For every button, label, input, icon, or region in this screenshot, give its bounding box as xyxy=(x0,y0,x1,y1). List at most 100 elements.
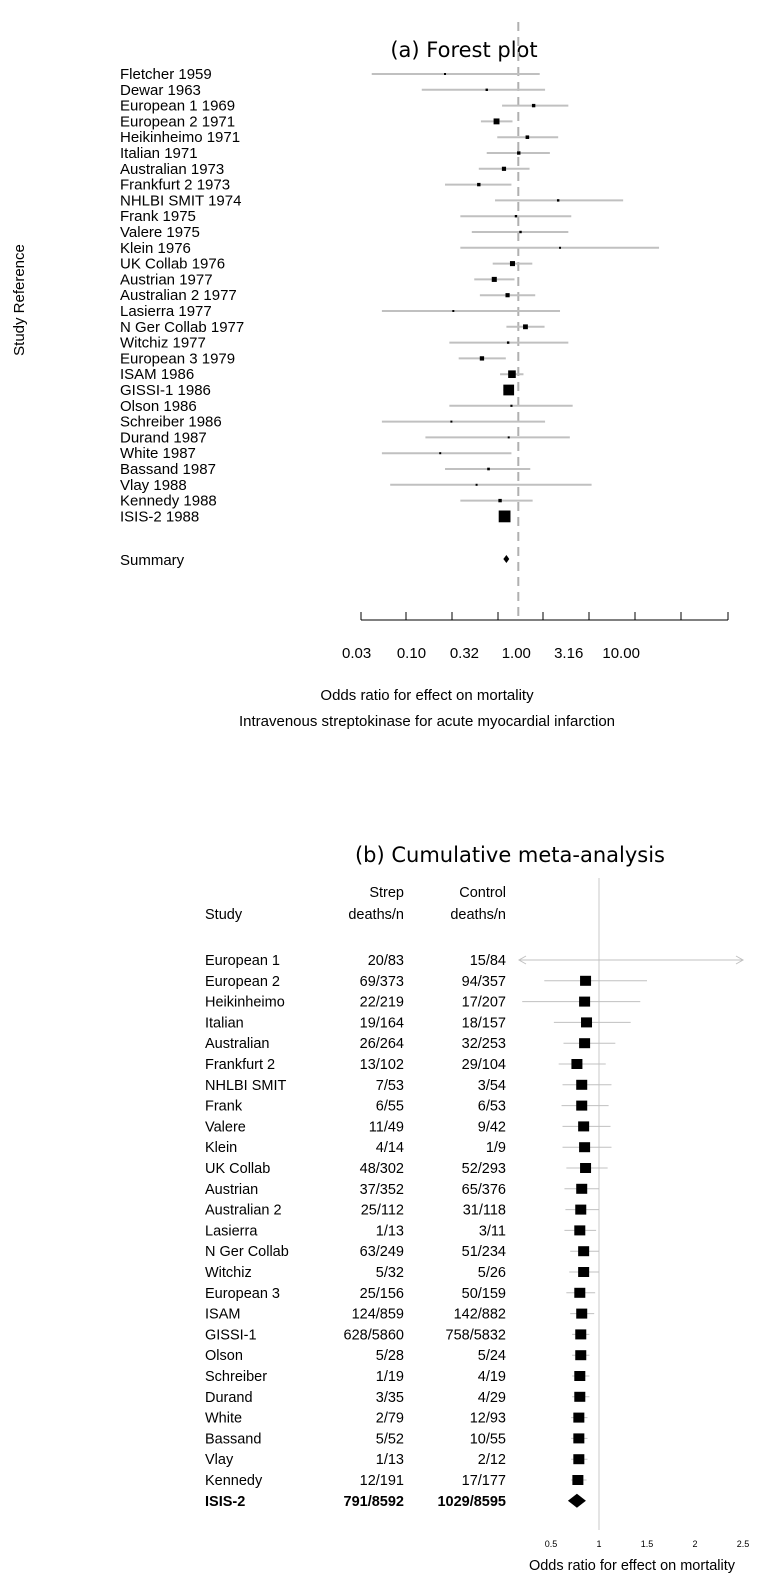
study-label: European 1 1969 xyxy=(120,98,235,115)
study-name: Vlay xyxy=(205,1452,234,1468)
study-marker xyxy=(505,293,510,298)
strep-deaths: 5/32 xyxy=(376,1265,404,1281)
study-name: Heikinheimo xyxy=(205,995,285,1011)
control-deaths: 31/118 xyxy=(463,1203,506,1219)
col-header-study: Study xyxy=(205,907,243,923)
strep-deaths: 25/156 xyxy=(360,1286,404,1302)
study-marker xyxy=(487,467,490,471)
cumulative-marker xyxy=(580,1163,592,1173)
study-label: Vlay 1988 xyxy=(120,477,187,494)
cumulative-marker xyxy=(578,1121,590,1132)
cumulative-marker xyxy=(574,1287,586,1298)
cumulative-marker xyxy=(576,1100,588,1111)
forest-ylabel: Study Reference xyxy=(11,244,28,356)
study-label: UK Collab 1976 xyxy=(120,256,225,273)
study-name: Italian xyxy=(205,1015,244,1031)
study-name: European 2 xyxy=(205,974,280,990)
study-marker xyxy=(498,498,502,503)
col-header-control-2: deaths/n xyxy=(450,907,506,923)
col-header-control-1: Control xyxy=(459,885,506,901)
study-name: Bassand xyxy=(205,1431,261,1447)
control-deaths: 5/24 xyxy=(478,1348,506,1364)
study-label: European 3 1979 xyxy=(120,350,235,367)
summary-diamond xyxy=(503,555,510,563)
study-name: Klein xyxy=(205,1140,237,1156)
study-label: Fletcher 1959 xyxy=(120,66,212,83)
control-deaths: 9/42 xyxy=(478,1119,506,1135)
cumulative-marker xyxy=(578,1267,590,1277)
study-marker xyxy=(509,261,516,267)
strep-deaths: 37/352 xyxy=(360,1182,404,1198)
study-label: Lasierra 1977 xyxy=(120,303,212,320)
study-name: ISIS-2 xyxy=(205,1494,245,1510)
study-marker xyxy=(475,483,478,486)
control-deaths: 3/11 xyxy=(479,1223,506,1239)
strep-deaths: 1/13 xyxy=(376,1223,404,1239)
strep-deaths: 124/859 xyxy=(352,1307,404,1323)
x-tick-label: 1.00 xyxy=(502,645,531,662)
study-label: Dewar 1963 xyxy=(120,82,201,99)
study-marker xyxy=(491,276,497,282)
strep-deaths: 11/49 xyxy=(369,1119,404,1135)
study-name: Kennedy xyxy=(205,1473,263,1489)
study-name: Austrian xyxy=(205,1182,258,1198)
x-tick-label: 0.10 xyxy=(397,645,426,662)
control-deaths: 10/55 xyxy=(470,1431,506,1447)
cumulative-marker xyxy=(579,1038,591,1049)
forest-plot-title: (a) Forest plot xyxy=(390,38,537,62)
study-marker xyxy=(510,404,513,407)
strep-deaths: 2/79 xyxy=(376,1411,404,1427)
cumulative-marker xyxy=(575,1204,587,1215)
summary-label: Summary xyxy=(120,552,185,569)
cumulative-marker xyxy=(575,1329,587,1340)
x-tick-label: 0.32 xyxy=(450,645,479,662)
study-marker xyxy=(531,103,536,108)
cumulative-marker xyxy=(580,975,592,986)
study-label: Olson 1986 xyxy=(120,398,197,415)
control-deaths: 15/84 xyxy=(470,953,506,969)
strep-deaths: 20/83 xyxy=(368,953,404,969)
study-label: N Ger Collab 1977 xyxy=(120,319,244,336)
study-label: Bassand 1987 xyxy=(120,461,216,478)
strep-deaths: 1/13 xyxy=(376,1452,404,1468)
study-label: ISIS-2 1988 xyxy=(120,508,199,525)
control-deaths: 4/19 xyxy=(478,1369,506,1385)
x-tick-label: 3.16 xyxy=(554,645,583,662)
study-label: Austrian 1977 xyxy=(120,271,213,288)
study-name: Frank xyxy=(205,1099,243,1115)
study-label: White 1987 xyxy=(120,445,196,462)
strep-deaths: 13/102 xyxy=(360,1057,404,1073)
study-name: Witchiz xyxy=(205,1265,252,1281)
study-marker xyxy=(477,182,481,187)
study-marker xyxy=(452,310,455,312)
control-deaths: 17/207 xyxy=(462,995,506,1011)
strep-deaths: 12/191 xyxy=(360,1473,404,1489)
control-deaths: 1/9 xyxy=(486,1140,506,1156)
study-name: Lasierra xyxy=(205,1223,258,1239)
study-label: NHLBI SMIT 1974 xyxy=(120,192,241,209)
study-name: Olson xyxy=(205,1348,243,1364)
ci-arrow-right xyxy=(735,955,745,965)
control-deaths: 758/5832 xyxy=(446,1327,506,1343)
study-label: European 2 1971 xyxy=(120,113,235,130)
study-marker xyxy=(503,384,515,396)
x-tick-label: 1 xyxy=(596,1539,601,1549)
strep-deaths: 5/52 xyxy=(376,1431,404,1447)
control-deaths: 32/253 xyxy=(462,1036,506,1052)
study-marker xyxy=(556,199,560,202)
control-deaths: 17/177 xyxy=(462,1473,506,1489)
study-label: Italian 1971 xyxy=(120,145,198,162)
strep-deaths: 7/53 xyxy=(376,1078,404,1094)
study-marker xyxy=(517,151,521,155)
strep-deaths: 4/14 xyxy=(376,1140,404,1156)
control-deaths: 29/104 xyxy=(462,1057,506,1073)
study-label: Heikinheimo 1971 xyxy=(120,129,240,146)
cumulative-meta-analysis: (b) Cumulative meta-analysis Study Strep… xyxy=(205,843,749,1574)
cumulative-marker xyxy=(576,1079,588,1090)
cumulative-marker xyxy=(576,1183,588,1194)
control-deaths: 52/293 xyxy=(462,1161,506,1177)
col-header-strep-2: deaths/n xyxy=(348,907,404,923)
control-deaths: 65/376 xyxy=(462,1182,506,1198)
study-label: Witchiz 1977 xyxy=(120,335,206,352)
study-marker xyxy=(444,73,447,75)
